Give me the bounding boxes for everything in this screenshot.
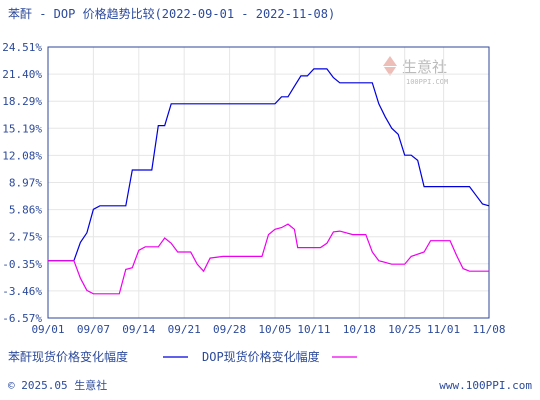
watermark-url: 100PPI.COM: [406, 78, 448, 86]
x-tick-label: 09/14: [122, 323, 155, 336]
x-tick-label: 10/25: [388, 323, 421, 336]
y-tick-label: -3.46%: [2, 285, 42, 298]
series-line-1: [48, 68, 490, 262]
legend-label-series2: DOP现货价格变化幅度: [202, 349, 320, 364]
x-tick-label: 10/18: [343, 323, 376, 336]
plot-frame: [47, 46, 490, 319]
y-tick-label: 24.51%: [2, 41, 42, 54]
y-tick-label: 15.19%: [2, 122, 42, 135]
y-tick-label: 18.29%: [2, 95, 42, 108]
legend: 苯酐现货价格变化幅度 DOP现货价格变化幅度: [8, 349, 357, 364]
x-tick-label: 10/11: [297, 323, 330, 336]
x-tick-label: 09/01: [31, 323, 64, 336]
x-tick-label: 09/21: [168, 323, 201, 336]
y-tick-label: 8.97%: [9, 177, 42, 190]
watermark-text: 生意社: [402, 58, 447, 76]
footer-url: www.100PPI.com: [439, 379, 532, 392]
legend-label-series1: 苯酐现货价格变化幅度: [8, 349, 128, 364]
x-axis-labels: 09/01 09/07 09/14 09/21 09/28 10/05 10/11 10/18…: [31, 323, 505, 336]
series-lines: [48, 68, 490, 295]
footer-copyright: © 2025.05 生意社: [8, 378, 107, 392]
y-tick-label: 5.86%: [9, 204, 42, 217]
watermark: 生意社 100PPI.COM: [383, 56, 448, 86]
y-tick-label: 2.75%: [9, 231, 42, 244]
x-tick-label: 09/07: [77, 323, 110, 336]
y-axis-labels: 24.51% 21.40% 18.29% 15.19% 12.08% 8.97% 5.86%…: [2, 41, 42, 325]
x-tick-label: 09/28: [213, 323, 246, 336]
x-tick-label: 11/08: [472, 323, 505, 336]
series-line-2: [48, 223, 489, 295]
x-tick-label: 10/05: [258, 323, 291, 336]
y-tick-label: -0.35%: [2, 258, 42, 271]
y-tick-label: -6.57%: [2, 312, 42, 325]
y-tick-label: 21.40%: [2, 68, 42, 81]
y-tick-label: 12.08%: [2, 149, 42, 162]
watermark-logo-icon: [383, 56, 397, 76]
chart-title: 苯酐 - DOP 价格趋势比较(2022-09-01 - 2022-11-08): [8, 6, 335, 21]
axes: [47, 46, 490, 319]
x-tick-label: 11/01: [427, 323, 460, 336]
